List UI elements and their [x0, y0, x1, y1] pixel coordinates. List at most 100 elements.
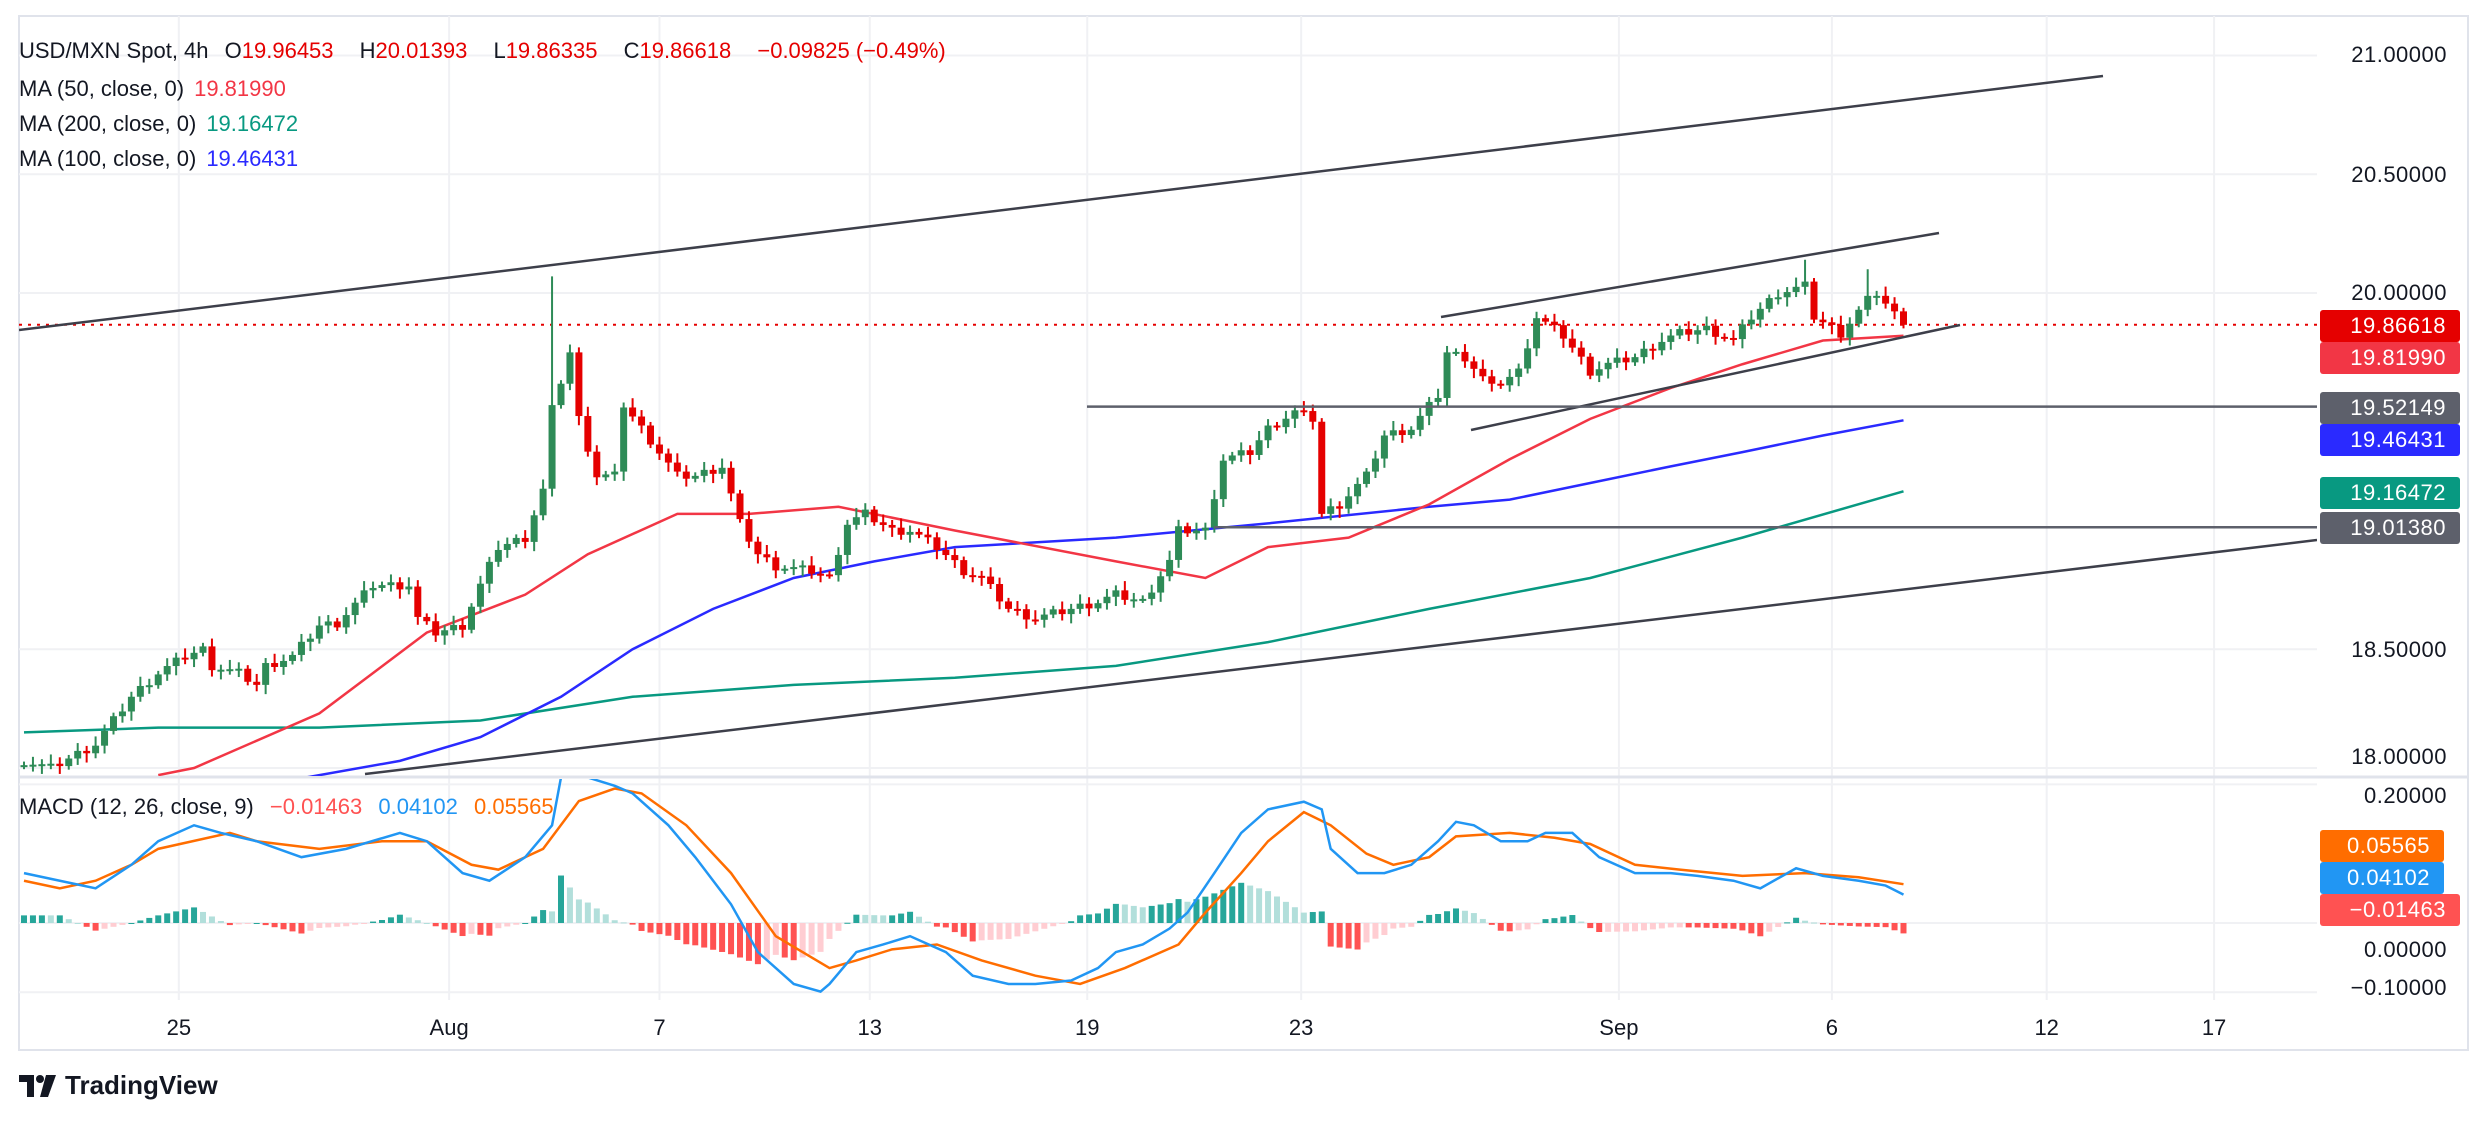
- candle-body: [1694, 330, 1702, 335]
- ma50-legend[interactable]: MA (50, close, 0) 19.81990: [19, 76, 296, 102]
- candle-body: [459, 625, 467, 630]
- candle: [843, 519, 851, 565]
- candle-body: [1738, 324, 1746, 340]
- candles: [20, 259, 1907, 774]
- ma100-legend[interactable]: MA (100, close, 0) 19.46431: [19, 146, 308, 172]
- histogram-bar: [1748, 923, 1755, 934]
- histogram-bar: [1649, 923, 1656, 930]
- histogram-bar: [790, 923, 797, 961]
- histogram-bar: [1229, 886, 1236, 923]
- candle-body: [808, 565, 816, 574]
- candle: [1022, 604, 1030, 629]
- candle-body: [297, 641, 305, 655]
- candle: [423, 613, 431, 625]
- candle: [1756, 302, 1764, 328]
- candle: [709, 464, 717, 484]
- candle: [978, 570, 986, 586]
- candle: [351, 597, 359, 625]
- symbol-title[interactable]: USD/MXN Spot, 4h: [19, 38, 209, 63]
- candle: [1291, 405, 1299, 428]
- candle: [1685, 321, 1693, 342]
- candle: [1721, 333, 1728, 342]
- histogram-bar: [1005, 923, 1012, 939]
- horizontal-levels[interactable]: [1087, 405, 2317, 529]
- channel-upper-trendline[interactable]: [1440, 231, 1940, 319]
- symbol-legend[interactable]: USD/MXN Spot, 4h O19.96453 H20.01393 L19…: [19, 38, 956, 64]
- time-tick: 12: [2034, 1015, 2059, 1040]
- histogram-bar: [1023, 923, 1030, 934]
- histogram-bar: [1578, 921, 1585, 923]
- high-number: 20.01393: [375, 38, 468, 63]
- histogram-value-label: −0.01463: [2320, 894, 2460, 926]
- channel-lower-trendline[interactable]: [1470, 323, 1961, 432]
- histogram-bar: [737, 923, 743, 958]
- candle: [673, 453, 681, 477]
- macd-legend-macd: 0.04102: [378, 794, 458, 819]
- histogram-bar: [951, 923, 958, 933]
- candle-body: [1864, 295, 1872, 310]
- candle-body: [584, 416, 592, 452]
- candle-body: [118, 711, 126, 717]
- signal-value-label: 0.05565: [2320, 830, 2444, 862]
- histogram-bar: [1605, 923, 1612, 932]
- candle-body: [1882, 295, 1890, 304]
- candle-body: [1506, 376, 1514, 386]
- lower-long-trendline[interactable]: [364, 538, 2317, 776]
- candle-body: [1488, 376, 1496, 384]
- upper-long-trendline[interactable]: [19, 74, 2104, 332]
- candle: [870, 506, 878, 526]
- tradingview-logo[interactable]: TradingView: [19, 1070, 218, 1101]
- candle: [1255, 430, 1263, 460]
- histogram-bar: [1381, 923, 1388, 936]
- candle: [826, 570, 833, 579]
- candle-body: [1309, 411, 1317, 422]
- candle: [530, 510, 538, 552]
- candle-body: [548, 405, 556, 489]
- histogram-bar: [1470, 913, 1477, 923]
- candle: [118, 703, 126, 723]
- candle: [1013, 601, 1021, 616]
- brand-name: TradingView: [65, 1070, 218, 1100]
- candle: [1649, 343, 1657, 360]
- macd-histogram: [21, 875, 1907, 965]
- histogram-bar: [1032, 923, 1039, 932]
- histogram-bar: [1542, 919, 1549, 923]
- candle: [1712, 319, 1720, 345]
- trendlines[interactable]: [19, 74, 2317, 776]
- candle: [1237, 442, 1245, 462]
- candle: [1380, 430, 1388, 468]
- candle: [190, 646, 198, 668]
- candle: [1112, 585, 1120, 607]
- candle-body: [65, 758, 73, 767]
- candle-body: [1380, 435, 1388, 459]
- histogram-bar: [1130, 905, 1137, 923]
- candle-body: [879, 522, 887, 525]
- candle: [306, 633, 314, 652]
- ma200-legend[interactable]: MA (200, close, 0) 19.16472: [19, 111, 308, 137]
- price-tick: 20.50000: [2351, 162, 2447, 187]
- histogram-bar: [325, 923, 332, 928]
- candle-body: [1407, 429, 1415, 436]
- candle-body: [253, 681, 261, 685]
- candle: [1273, 421, 1281, 431]
- histogram-bar: [262, 923, 269, 926]
- candle: [235, 662, 243, 678]
- histogram-bar: [942, 923, 949, 928]
- candle: [289, 651, 296, 665]
- candle-body: [1005, 601, 1012, 609]
- candle-body: [1819, 319, 1827, 323]
- histogram-bar: [432, 923, 439, 927]
- candle: [960, 556, 968, 579]
- candle-body: [530, 515, 538, 542]
- candle-body: [691, 475, 699, 479]
- candle-body: [629, 407, 637, 417]
- histogram-bar: [1426, 914, 1433, 923]
- candle: [808, 556, 816, 579]
- candle: [575, 347, 583, 426]
- histogram-bar: [1640, 923, 1647, 931]
- candle: [629, 398, 637, 422]
- macd-legend[interactable]: MACD (12, 26, close, 9) −0.01463 0.04102…: [19, 794, 564, 820]
- candle-body: [387, 582, 395, 586]
- candle-body: [1192, 530, 1200, 534]
